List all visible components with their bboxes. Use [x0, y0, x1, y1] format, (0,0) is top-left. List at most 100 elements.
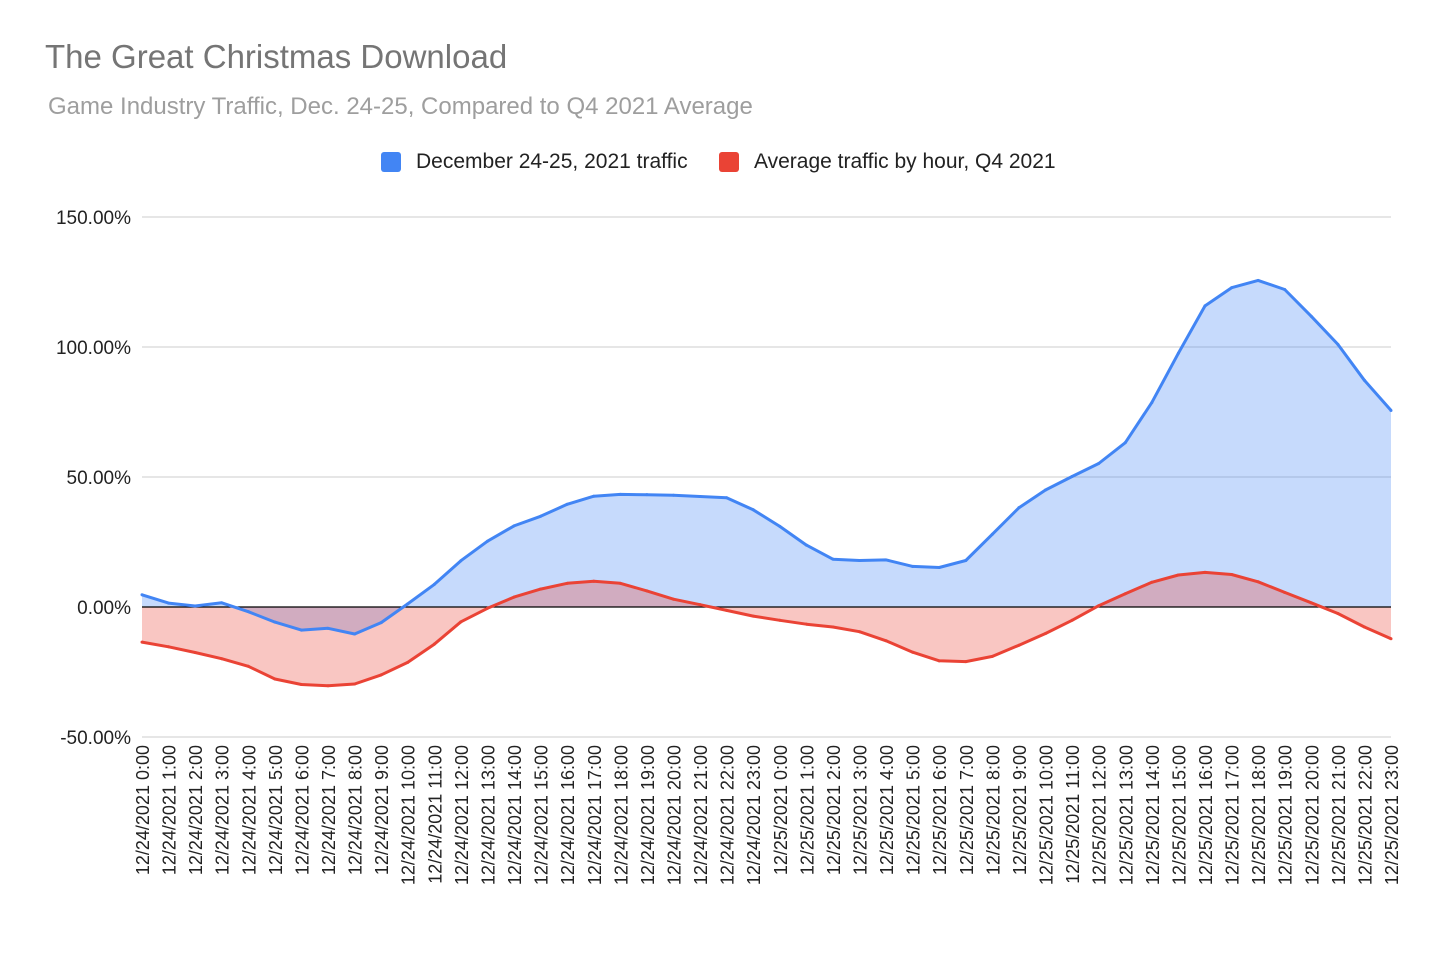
- legend-swatch-red: [719, 152, 739, 172]
- area-series-1: [142, 280, 1391, 634]
- point-series-2: [246, 664, 250, 668]
- point-series-1: [539, 514, 543, 518]
- point-series-1: [273, 620, 277, 624]
- point-series-2: [220, 657, 224, 661]
- y-tick-label: 150.00%: [56, 208, 131, 229]
- point-series-2: [804, 622, 808, 626]
- point-series-1: [592, 494, 596, 498]
- x-tick-label: 12/25/2021 13:00: [1116, 745, 1136, 885]
- x-tick-label: 12/24/2021 6:00: [292, 745, 312, 875]
- legend-label-series-1: December 24-25, 2021 traffic: [416, 150, 688, 173]
- x-tick-label: 12/25/2021 11:00: [1063, 745, 1083, 884]
- point-series-1: [1256, 278, 1260, 282]
- x-tick-label: 12/24/2021 3:00: [213, 745, 233, 875]
- point-series-1: [964, 558, 968, 562]
- line-series-1: [141, 278, 1393, 636]
- x-tick-label: 12/24/2021 19:00: [638, 745, 658, 885]
- point-series-1: [618, 492, 622, 496]
- x-tick-label: 12/25/2021 20:00: [1302, 745, 1322, 885]
- point-series-2: [1203, 570, 1207, 574]
- point-series-2: [1336, 612, 1340, 615]
- point-series-1: [1017, 506, 1021, 510]
- point-series-2: [831, 625, 835, 629]
- point-series-2: [618, 581, 622, 585]
- point-series-2: [1230, 573, 1234, 576]
- point-series-1: [751, 508, 755, 512]
- point-series-2: [565, 581, 569, 585]
- y-tick-label: 50.00%: [67, 468, 132, 489]
- x-tick-label: 12/24/2021 22:00: [718, 745, 738, 885]
- point-series-2: [1256, 580, 1260, 584]
- point-series-1: [671, 493, 675, 497]
- x-tick-label: 12/25/2021 19:00: [1276, 745, 1296, 885]
- point-series-2: [1362, 625, 1366, 629]
- point-series-1: [379, 621, 383, 625]
- point-series-2: [273, 677, 277, 681]
- point-series-2: [1017, 643, 1021, 647]
- chart-subtitle: Game Industry Traffic, Dec. 24-25, Compa…: [48, 93, 753, 120]
- point-series-2: [671, 597, 675, 601]
- point-series-1: [778, 524, 782, 528]
- point-series-2: [167, 645, 171, 649]
- x-tick-label: 12/24/2021 1:00: [160, 745, 180, 875]
- point-series-2: [964, 660, 968, 664]
- x-tick-label: 12/25/2021 22:00: [1355, 745, 1375, 885]
- x-tick-label: 12/24/2021 23:00: [744, 745, 764, 885]
- point-series-1: [565, 502, 569, 506]
- x-tick-label: 12/25/2021 14:00: [1143, 745, 1163, 885]
- x-tick-label: 12/25/2021 7:00: [957, 745, 977, 875]
- point-series-1: [1176, 351, 1180, 355]
- point-series-2: [406, 660, 410, 664]
- point-series-1: [512, 524, 516, 528]
- x-tick-label: 12/25/2021 10:00: [1037, 745, 1057, 885]
- point-series-1: [353, 632, 357, 636]
- x-tick-label: 12/24/2021 11:00: [425, 745, 445, 884]
- point-series-1: [645, 493, 649, 497]
- point-series-2: [299, 682, 303, 686]
- x-tick-label: 12/25/2021 2:00: [824, 745, 844, 875]
- x-tick-label: 12/24/2021 9:00: [372, 745, 392, 875]
- x-tick-label: 12/24/2021 17:00: [585, 745, 605, 885]
- point-series-1: [1123, 441, 1127, 445]
- x-tick-label: 12/25/2021 21:00: [1329, 745, 1349, 885]
- point-series-2: [645, 589, 649, 593]
- x-tick-label: 12/25/2021 3:00: [851, 745, 871, 875]
- x-tick-label: 12/24/2021 0:00: [133, 745, 153, 875]
- point-series-2: [990, 654, 994, 658]
- point-series-2: [1389, 637, 1393, 641]
- point-series-1: [432, 582, 436, 586]
- x-tick-label: 12/25/2021 4:00: [877, 745, 897, 875]
- x-tick-label: 12/24/2021 20:00: [664, 745, 684, 885]
- point-series-2: [1176, 573, 1180, 577]
- x-tick-label: 12/24/2021 15:00: [532, 745, 552, 885]
- point-series-2: [1097, 604, 1101, 608]
- x-tick-label: 12/24/2021 10:00: [399, 745, 419, 885]
- line-series-2: [141, 570, 1392, 688]
- legend-swatch-blue: [381, 152, 401, 172]
- point-series-2: [353, 682, 357, 686]
- x-tick-label: 12/25/2021 9:00: [1010, 745, 1030, 875]
- x-tick-label: 12/24/2021 16:00: [558, 745, 578, 885]
- point-series-2: [592, 579, 596, 583]
- point-series-2: [778, 618, 782, 622]
- point-series-1: [725, 496, 729, 500]
- x-tick-label: 12/25/2021 5:00: [904, 745, 924, 875]
- point-series-1: [937, 565, 941, 569]
- point-series-1: [911, 564, 915, 568]
- x-tick-label: 12/25/2021 0:00: [771, 745, 791, 875]
- point-series-1: [1309, 314, 1313, 318]
- point-series-2: [485, 606, 489, 610]
- point-series-1: [1230, 286, 1234, 290]
- point-series-2: [1283, 590, 1287, 594]
- point-series-1: [698, 495, 702, 498]
- point-series-1: [299, 628, 303, 632]
- point-series-2: [725, 608, 729, 612]
- point-series-1: [831, 557, 835, 561]
- point-series-1: [1203, 304, 1207, 308]
- x-tick-label: 12/25/2021 8:00: [983, 745, 1003, 875]
- point-series-2: [539, 587, 543, 591]
- point-series-2: [1070, 618, 1074, 622]
- point-series-1: [326, 626, 330, 630]
- point-series-2: [884, 639, 888, 643]
